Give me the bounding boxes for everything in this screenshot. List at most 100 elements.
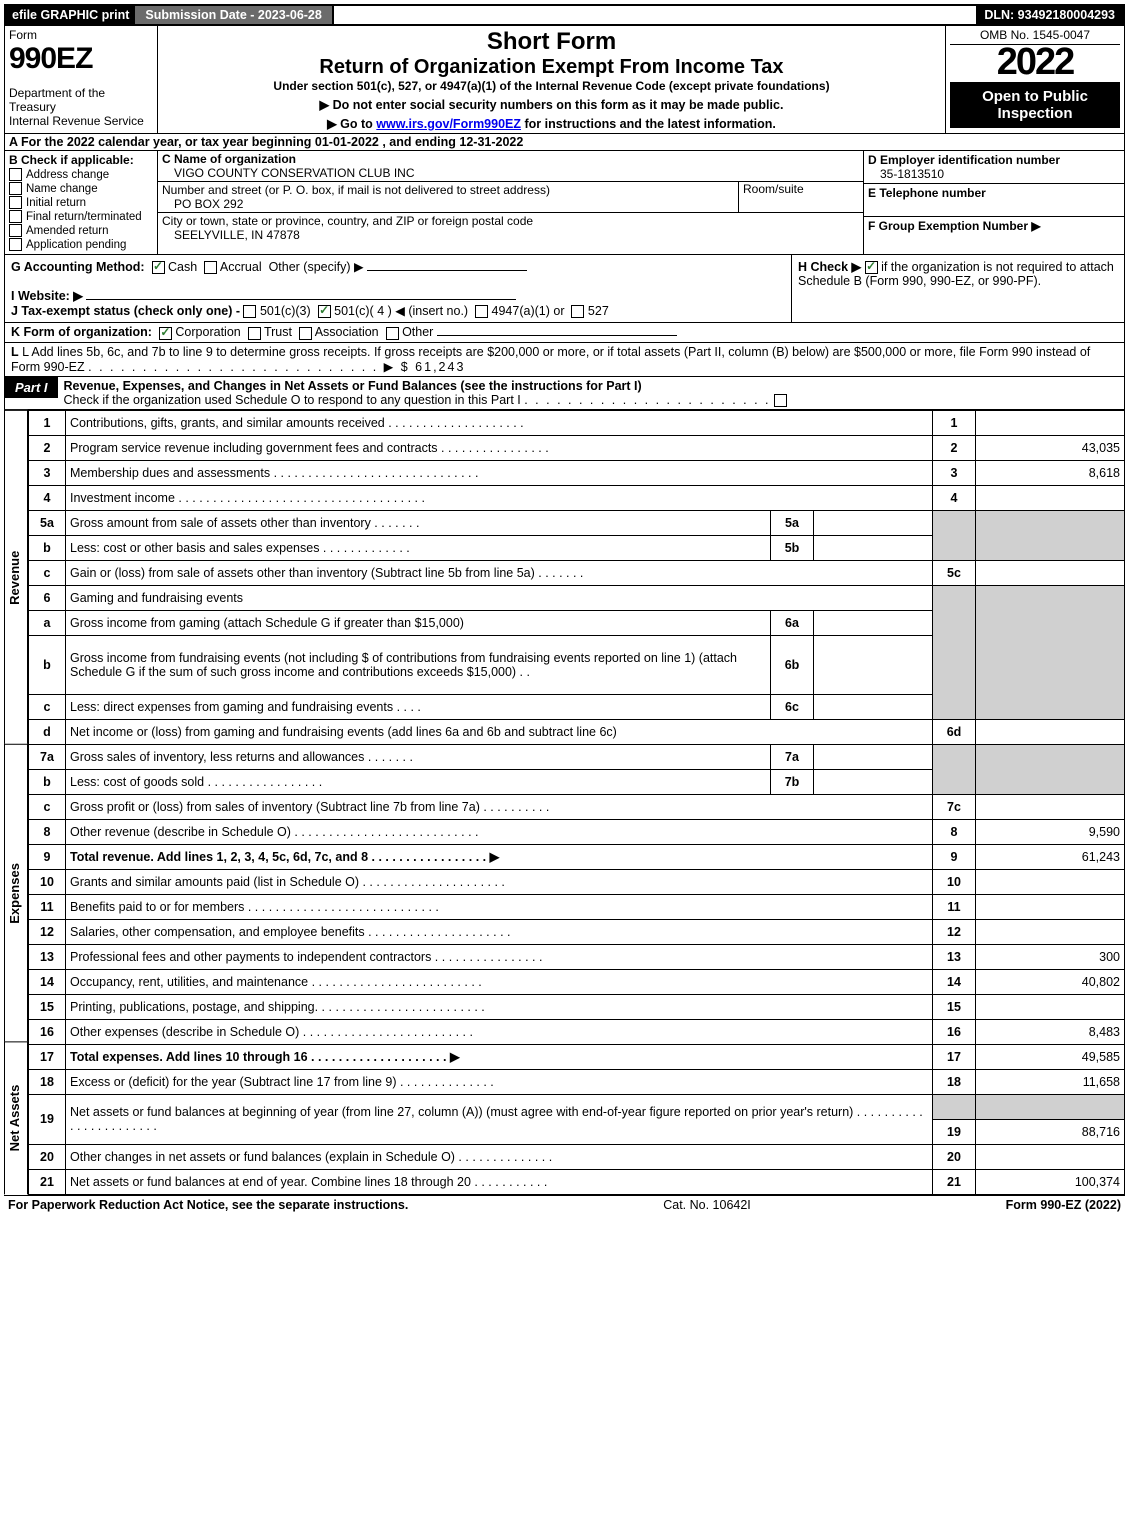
cb-other-org[interactable]: [386, 327, 399, 340]
cb-association[interactable]: [299, 327, 312, 340]
cb-initial-return[interactable]: [9, 196, 22, 209]
ln-7a-desc: Gross sales of inventory, less returns a…: [66, 744, 771, 769]
note-goto: ▶ Go to www.irs.gov/Form990EZ for instru…: [164, 116, 939, 131]
ln-7c-rnum: 7c: [933, 794, 976, 819]
efile-print-button[interactable]: efile GRAPHIC print: [6, 6, 135, 24]
lbl-initial-return: Initial return: [26, 197, 86, 209]
ln-6b-num: b: [29, 635, 66, 694]
note-goto-tail: for instructions and the latest informat…: [525, 117, 776, 131]
ln-5b-desc: Less: cost or other basis and sales expe…: [66, 535, 771, 560]
cb-address-change[interactable]: [9, 168, 22, 181]
i-label: I Website: ▶: [11, 289, 83, 303]
section-def: D Employer identification number 35-1813…: [863, 151, 1124, 254]
ln-1-rnum: 1: [933, 410, 976, 435]
ln-5c-desc: Gain or (loss) from sale of assets other…: [66, 560, 933, 585]
note-goto-prefix: ▶ Go to: [327, 117, 376, 131]
ln-3-rnum: 3: [933, 460, 976, 485]
ln-5ab-shade-a: [976, 510, 1125, 560]
ln-6a-mn: 6a: [771, 610, 814, 635]
ln-11-rnum: 11: [933, 894, 976, 919]
ln-11-num: 11: [29, 894, 66, 919]
ln-5b-mn: 5b: [771, 535, 814, 560]
ln-1-desc: Contributions, gifts, grants, and simila…: [66, 410, 933, 435]
ln-7c-amt: [976, 794, 1125, 819]
identification-block: B Check if applicable: Address change Na…: [4, 151, 1125, 255]
cb-amended-return[interactable]: [9, 224, 22, 237]
org-name: VIGO COUNTY CONSERVATION CLUB INC: [162, 166, 414, 180]
cb-501c3[interactable]: [243, 305, 256, 318]
cb-name-change[interactable]: [9, 182, 22, 195]
ln-20-num: 20: [29, 1144, 66, 1169]
irs-link[interactable]: www.irs.gov/Form990EZ: [376, 117, 521, 131]
ln-7c-desc: Gross profit or (loss) from sales of inv…: [66, 794, 933, 819]
ln-20-amt: [976, 1144, 1125, 1169]
cb-501c[interactable]: [318, 305, 331, 318]
cb-corporation[interactable]: [159, 327, 172, 340]
website-input[interactable]: [86, 299, 516, 300]
ln-2-num: 2: [29, 435, 66, 460]
ln-18-desc: Excess or (deficit) for the year (Subtra…: [66, 1069, 933, 1094]
ln-16-amt: 8,483: [976, 1019, 1125, 1044]
ln-7ab-shade-r: [933, 744, 976, 794]
part1-check-dots: . . . . . . . . . . . . . . . . . . . . …: [524, 393, 770, 407]
ln-3-desc: Membership dues and assessments . . . . …: [66, 460, 933, 485]
h-label: H Check ▶: [798, 260, 861, 274]
other-org-input[interactable]: [437, 335, 677, 336]
ln-2-desc: Program service revenue including govern…: [66, 435, 933, 460]
cb-cash[interactable]: [152, 261, 165, 274]
cb-527[interactable]: [571, 305, 584, 318]
city-value: SEELYVILLE, IN 47878: [162, 228, 300, 242]
ln-7b-mv: [814, 769, 933, 794]
ln-14-amt: 40,802: [976, 969, 1125, 994]
ein-value: 35-1813510: [868, 167, 944, 181]
open-inspection-box: Open to Public Inspection: [950, 82, 1120, 128]
room-label: Room/suite: [743, 182, 804, 196]
part1-desc: Revenue, Expenses, and Changes in Net As…: [58, 377, 1124, 409]
ln-20-rnum: 20: [933, 1144, 976, 1169]
cb-4947[interactable]: [475, 305, 488, 318]
ln-15-rnum: 15: [933, 994, 976, 1019]
ln-3-amt: 8,618: [976, 460, 1125, 485]
ln-7ab-shade-a: [976, 744, 1125, 794]
other-specify-input[interactable]: [367, 270, 527, 271]
ln-18-amt: 11,658: [976, 1069, 1125, 1094]
ln-15-num: 15: [29, 994, 66, 1019]
ln-11-amt: [976, 894, 1125, 919]
section-l: L L Add lines 5b, 6c, and 7b to line 9 t…: [4, 343, 1125, 377]
ln-12-desc: Salaries, other compensation, and employ…: [66, 919, 933, 944]
cb-trust[interactable]: [248, 327, 261, 340]
ln-5a-mn: 5a: [771, 510, 814, 535]
j-label: J Tax-exempt status (check only one) -: [11, 304, 240, 318]
ln-9-desc: Total revenue. Add lines 1, 2, 3, 4, 5c,…: [66, 844, 933, 869]
ln-7b-desc: Less: cost of goods sold . . . . . . . .…: [66, 769, 771, 794]
section-g: G Accounting Method: Cash Accrual Other …: [5, 255, 791, 322]
ln-5c-num: c: [29, 560, 66, 585]
title-short-form: Short Form: [164, 28, 939, 56]
ln-10-num: 10: [29, 869, 66, 894]
ln-10-amt: [976, 869, 1125, 894]
ln-15-desc: Printing, publications, postage, and shi…: [66, 994, 933, 1019]
ln-21-num: 21: [29, 1169, 66, 1194]
cb-application-pending[interactable]: [9, 238, 22, 251]
footer-catno: Cat. No. 10642I: [663, 1198, 751, 1212]
cb-final-return[interactable]: [9, 210, 22, 223]
ln-16-num: 16: [29, 1019, 66, 1044]
ln-9-num: 9: [29, 844, 66, 869]
ln-5ab-shade-r: [933, 510, 976, 560]
cb-accrual[interactable]: [204, 261, 217, 274]
ln-8-rnum: 8: [933, 819, 976, 844]
ln-5b-num: b: [29, 535, 66, 560]
cb-schedule-o-used[interactable]: [774, 394, 787, 407]
ln-14-num: 14: [29, 969, 66, 994]
ln-5c-amt: [976, 560, 1125, 585]
ln-4-rnum: 4: [933, 485, 976, 510]
lbl-4947: 4947(a)(1) or: [492, 304, 565, 318]
lbl-application-pending: Application pending: [26, 239, 126, 251]
gh-row: G Accounting Method: Cash Accrual Other …: [4, 255, 1125, 323]
footer-formid: Form 990-EZ (2022): [1006, 1198, 1121, 1212]
side-revenue: Revenue: [4, 410, 28, 744]
tax-year: 2022: [950, 41, 1120, 84]
l-dots: . . . . . . . . . . . . . . . . . . . . …: [88, 360, 465, 374]
cb-schedule-b-not-required[interactable]: [865, 261, 878, 274]
ln-19-shade-a: [976, 1094, 1125, 1119]
